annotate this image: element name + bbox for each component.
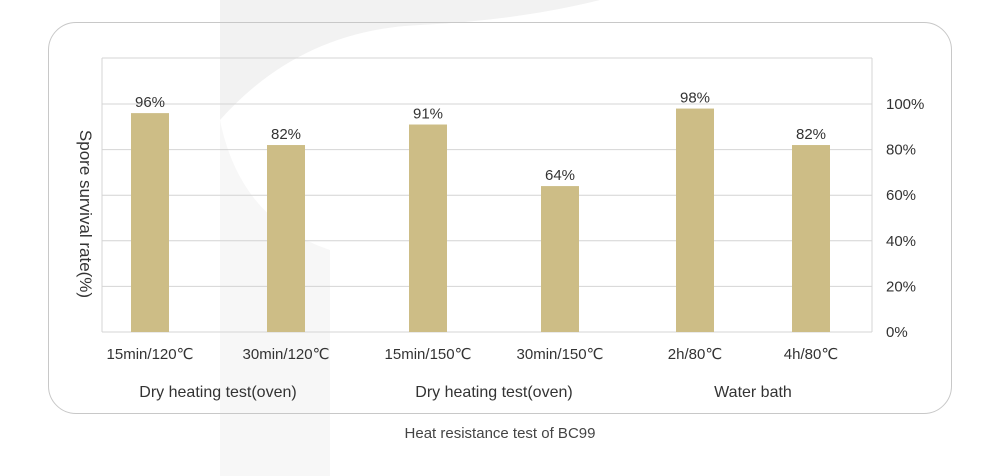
x-group-label: Dry heating test(oven): [139, 384, 296, 401]
x-axis-categories: 15min/120℃ 30min/120℃ 15min/150℃ 30min/150℃…: [107, 346, 839, 363]
x-category-label: 30min/120℃: [243, 346, 330, 363]
chart-card: [48, 22, 952, 414]
x-category-label: 30min/150℃: [517, 346, 604, 363]
x-category-label: 15min/120℃: [107, 346, 194, 363]
bar-data-label: 96%: [135, 94, 165, 111]
bar: [267, 145, 305, 332]
bar: [792, 145, 830, 332]
y-tick-label: 40%: [886, 233, 916, 250]
y-axis-label: Spore survival rate(%): [76, 130, 95, 298]
x-group-label: Dry heating test(oven): [415, 384, 572, 401]
y-tick-label: 100%: [886, 96, 924, 113]
bar: [131, 113, 169, 333]
x-category-label: 4h/80℃: [784, 346, 838, 363]
chart-title: Heat resistance test of BC99: [404, 425, 596, 442]
bar-data-label: 64%: [545, 167, 575, 184]
bar-data-label: 82%: [271, 126, 301, 143]
bars: [131, 108, 830, 333]
data-labels: 96% 82% 91% 64% 98% 82%: [135, 90, 826, 185]
y-axis-ticks: 100% 80% 60% 40% 20% 0%: [886, 96, 924, 341]
x-category-label: 2h/80℃: [668, 346, 722, 363]
x-axis-groups: Dry heating test(oven) Dry heating test(o…: [139, 384, 792, 401]
x-group-label: Water bath: [714, 384, 792, 401]
bar-data-label: 98%: [680, 90, 710, 107]
bar: [676, 108, 714, 332]
y-tick-label: 60%: [886, 187, 916, 204]
bar-data-label: 91%: [413, 106, 443, 123]
bar-data-label: 82%: [796, 126, 826, 143]
y-tick-label: 80%: [886, 142, 916, 159]
bar: [541, 186, 579, 332]
y-tick-label: 20%: [886, 278, 916, 295]
x-category-label: 15min/150℃: [385, 346, 472, 363]
gridlines: [101, 57, 873, 333]
bar: [409, 124, 447, 333]
y-tick-label: 0%: [886, 324, 908, 341]
